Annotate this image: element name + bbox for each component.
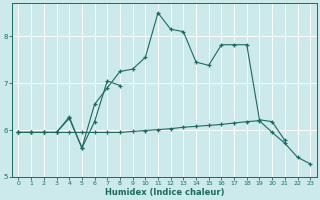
X-axis label: Humidex (Indice chaleur): Humidex (Indice chaleur): [105, 188, 224, 197]
